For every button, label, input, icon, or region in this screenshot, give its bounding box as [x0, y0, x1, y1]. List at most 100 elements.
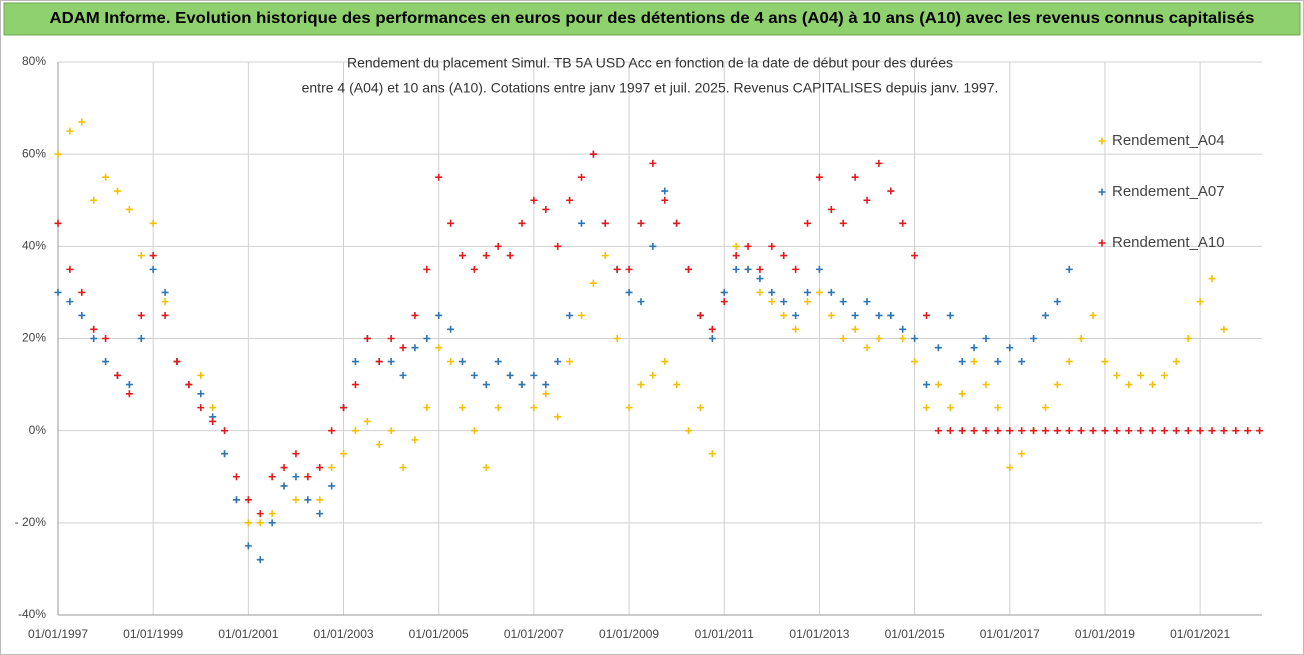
point	[792, 325, 800, 333]
x-tick-label: 01/01/2009	[599, 627, 659, 641]
point	[1220, 427, 1228, 435]
point	[1065, 265, 1073, 273]
point	[90, 196, 98, 204]
point	[994, 427, 1002, 435]
point	[78, 288, 86, 296]
point	[1137, 371, 1145, 379]
point	[863, 298, 871, 306]
point	[1184, 335, 1192, 342]
point	[1125, 427, 1133, 435]
point	[435, 344, 443, 352]
y-tick-label: - 20%	[15, 515, 47, 529]
point	[566, 358, 574, 366]
point	[1232, 427, 1240, 435]
point	[685, 265, 693, 273]
point	[1006, 427, 1014, 435]
point	[899, 325, 907, 333]
point	[232, 496, 240, 504]
y-tick-label: 20%	[22, 331, 46, 345]
point	[934, 427, 942, 435]
point	[459, 404, 467, 412]
point	[911, 335, 919, 342]
point	[542, 390, 550, 398]
point	[542, 381, 550, 389]
x-tick-label: 01/01/2015	[885, 627, 945, 641]
point	[720, 298, 728, 306]
point	[661, 358, 669, 366]
point	[744, 265, 752, 273]
point	[1208, 427, 1216, 435]
point	[482, 464, 490, 472]
point	[625, 265, 633, 273]
point	[577, 173, 585, 181]
y-tick-label: 80%	[22, 54, 46, 68]
point	[661, 196, 669, 204]
legend-marker	[1098, 137, 1106, 145]
point	[934, 344, 942, 352]
y-tick-label: 40%	[22, 239, 46, 253]
point	[304, 473, 312, 481]
point	[673, 381, 681, 389]
point	[328, 427, 336, 435]
point	[482, 381, 490, 389]
point	[292, 473, 300, 481]
point	[113, 187, 121, 195]
point	[613, 335, 621, 342]
point	[185, 381, 193, 389]
point	[78, 118, 86, 126]
point	[887, 311, 895, 319]
point	[970, 427, 978, 435]
point	[637, 219, 645, 227]
legend-label: Rendement_A10	[1112, 234, 1225, 251]
point	[1077, 427, 1085, 435]
point	[447, 325, 455, 333]
point	[292, 450, 300, 458]
point	[209, 404, 217, 412]
point	[756, 275, 764, 283]
point	[649, 242, 657, 250]
point	[922, 311, 930, 319]
series	[54, 150, 1264, 518]
point	[221, 450, 229, 458]
point	[875, 335, 883, 342]
point	[1018, 427, 1026, 435]
point	[780, 252, 788, 260]
point	[542, 205, 550, 213]
x-tick-label: 01/01/1999	[123, 627, 183, 641]
point	[696, 404, 704, 412]
point	[637, 298, 645, 306]
point	[696, 311, 704, 319]
point	[232, 473, 240, 481]
point	[137, 311, 145, 319]
point	[518, 381, 526, 389]
point	[530, 371, 538, 379]
point	[411, 436, 419, 444]
point	[387, 335, 395, 342]
x-tick-label: 01/01/1997	[28, 627, 88, 641]
point	[613, 265, 621, 273]
point	[958, 358, 966, 366]
point	[815, 173, 823, 181]
point	[1137, 427, 1145, 435]
point	[804, 219, 812, 227]
point	[732, 252, 740, 260]
point	[244, 519, 252, 527]
point	[911, 358, 919, 366]
point	[435, 311, 443, 319]
point	[756, 265, 764, 273]
point	[625, 404, 633, 412]
chart-subtitle: Rendement du placement Simul. TB 5A USD …	[347, 55, 953, 71]
point	[530, 404, 538, 412]
x-tick-label: 01/01/2003	[314, 627, 374, 641]
point	[518, 219, 526, 227]
point	[601, 219, 609, 227]
point	[946, 311, 954, 319]
point	[340, 404, 348, 412]
point	[792, 265, 800, 273]
point	[316, 496, 324, 504]
point	[839, 335, 847, 342]
point	[54, 150, 62, 158]
point	[708, 325, 716, 333]
